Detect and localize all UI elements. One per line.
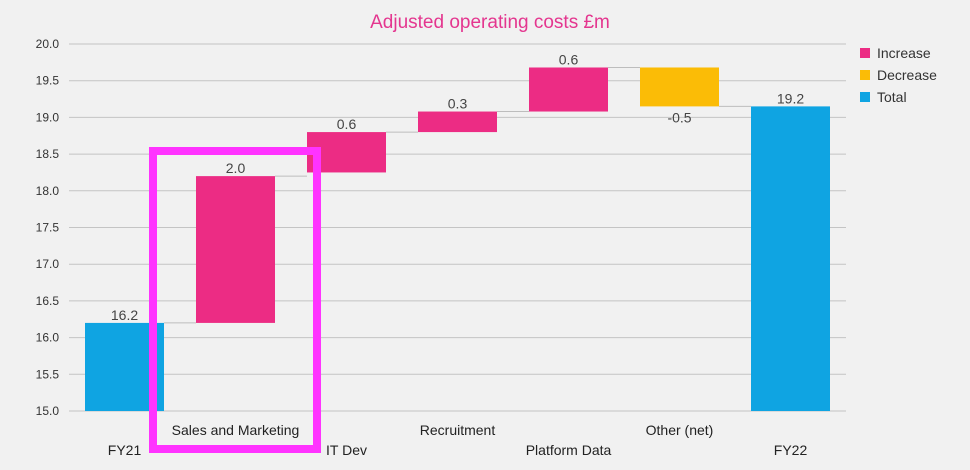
highlight-layer [149, 147, 321, 453]
category-labels: FY21 Sales and Marketing IT Dev Recruitment… [108, 422, 808, 458]
bar-increase [418, 111, 497, 133]
data-label: 0.3 [448, 96, 468, 112]
legend-label: Decrease [877, 67, 937, 83]
category-label: FY21 [108, 442, 142, 458]
connectors [164, 66, 751, 324]
y-tick-label: 18.5 [36, 147, 60, 161]
y-tick-label: 15.5 [36, 367, 60, 381]
legend: Increase Decrease Total [860, 45, 937, 105]
y-tick-label: 16.5 [36, 294, 60, 308]
category-label: Platform Data [526, 442, 612, 458]
y-axis-ticks: 15.0 15.5 16.0 16.5 17.0 17.5 18.0 18.5 19.0 19.5… [36, 37, 60, 418]
data-label: 16.2 [111, 307, 138, 323]
category-label: IT Dev [326, 442, 367, 458]
data-label: 19.2 [777, 90, 804, 106]
bar-increase [529, 67, 608, 112]
data-labels: 16.2 2.0 0.6 0.3 0.6 -0.5 19.2 [111, 51, 804, 322]
y-tick-label: 16.0 [36, 331, 60, 345]
y-tick-label: 19.0 [36, 110, 60, 124]
bar-decrease [640, 67, 719, 107]
y-tick-label: 18.0 [36, 184, 60, 198]
legend-label: Total [877, 89, 907, 105]
y-tick-label: 17.5 [36, 221, 60, 235]
highlight-box [149, 147, 321, 453]
chart-title: Adjusted operating costs £m [370, 12, 610, 33]
data-label: 2.0 [226, 160, 246, 176]
bars [85, 67, 830, 411]
legend-swatch [860, 70, 870, 80]
category-label: Other (net) [646, 422, 714, 438]
y-tick-label: 17.0 [36, 257, 60, 271]
y-tick-label: 15.0 [36, 404, 60, 418]
category-label: FY22 [774, 442, 808, 458]
legend-swatch [860, 48, 870, 58]
bar-increase [196, 176, 275, 323]
bar-total [751, 106, 830, 411]
category-label: Recruitment [420, 422, 496, 438]
data-label: 0.6 [337, 116, 357, 132]
y-tick-label: 19.5 [36, 74, 60, 88]
y-tick-label: 20.0 [36, 37, 60, 51]
category-label: Sales and Marketing [172, 422, 300, 438]
data-label: 0.6 [559, 51, 579, 67]
data-label: -0.5 [667, 109, 691, 125]
legend-label: Increase [877, 45, 931, 61]
legend-swatch [860, 92, 870, 102]
